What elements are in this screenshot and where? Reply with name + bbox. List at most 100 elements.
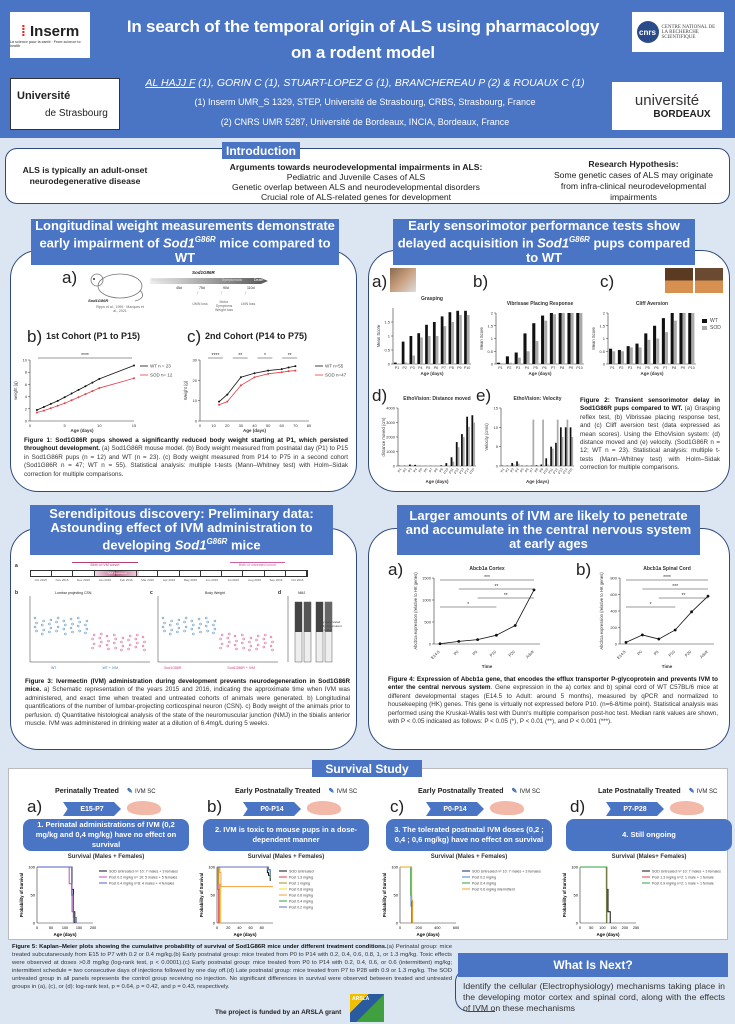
data-point xyxy=(143,648,146,652)
survival-result-box: 2. IVM is toxic to mouse pups in a dose-… xyxy=(203,819,369,851)
bar xyxy=(545,458,548,466)
data-point xyxy=(256,643,260,647)
data-point xyxy=(35,411,38,414)
poster-header: ⁞ Inserm La science pour la santé · From… xyxy=(0,0,735,138)
data-point xyxy=(128,634,132,638)
data-point xyxy=(62,619,66,623)
distance-moved-chart: 0 1000 2000 3000 4000 distance moved (cm) Age … xyxy=(381,396,476,484)
bar xyxy=(461,434,463,466)
bar xyxy=(653,325,657,364)
bar xyxy=(448,312,452,364)
group-label: WT xyxy=(51,666,57,670)
significance-stars: **** xyxy=(663,575,671,581)
ivm-treatment-window: IVM treatment xyxy=(95,571,139,576)
x-tick-label: P8 xyxy=(560,366,564,370)
other-authors: (1), GORIN C (1), STUART-LOPEZ G (1), BR… xyxy=(195,77,585,89)
x-tick-label: 20 xyxy=(225,423,230,428)
x-tick-label: P2 xyxy=(402,366,406,370)
x-tick-label: 150 xyxy=(610,926,616,930)
data-point xyxy=(85,627,89,631)
series-line xyxy=(218,365,296,402)
y-tick-label: 800 xyxy=(610,576,617,581)
gene-name: Sod1 xyxy=(537,235,569,251)
month-cell xyxy=(222,571,244,576)
y-tick-label: 6 xyxy=(25,382,28,387)
strasbourg-logo: Université de Strasbourg xyxy=(10,78,120,130)
data-point xyxy=(42,405,45,408)
x-tick-label: P0 xyxy=(636,649,644,657)
data-point xyxy=(287,370,290,373)
title-line-2: on a rodent model xyxy=(291,43,435,62)
survival-panel-label: a) xyxy=(27,797,43,816)
y-tick-label: 1000 xyxy=(422,598,432,603)
data-point xyxy=(240,633,244,637)
data-point xyxy=(219,637,222,641)
x-tick-label: P10 xyxy=(576,366,582,370)
chart-title: Cliff Aversion xyxy=(636,301,668,307)
legend-label: WT n=55 xyxy=(325,364,344,369)
month-label: Oct 2015 xyxy=(34,578,47,582)
legend-label: Post 0.6 mg/kg intermittent xyxy=(472,888,515,892)
bar xyxy=(462,437,465,466)
figure-2-caption: Figure 2: Transient sensorimotor delay i… xyxy=(580,397,720,473)
survival-curve xyxy=(400,866,414,923)
birth-ivm-label: Birth of IVM cohort xyxy=(72,562,138,567)
treatment-label: Early Postnatally Treated ✎ IVM SC xyxy=(418,786,540,795)
data-point xyxy=(287,366,290,369)
x-tick-label: P3 xyxy=(407,467,413,473)
x-axis-label: Age (days) xyxy=(70,428,94,433)
bar xyxy=(451,322,454,364)
x-tick-label: 30 xyxy=(239,423,244,428)
data-point xyxy=(56,404,59,407)
bar xyxy=(535,341,539,364)
x-tick-label: P2 xyxy=(402,467,408,473)
x-axis-label: Age (days) xyxy=(526,479,550,484)
data-point xyxy=(134,645,138,649)
inserm-tagline: La science pour la santé · From science … xyxy=(10,39,81,48)
treatment-label: Perinatally Treated ✎ IVM SC xyxy=(55,786,156,795)
data-point xyxy=(33,616,37,620)
caption-text: a) Schematic representation of the years… xyxy=(25,686,350,728)
data-point xyxy=(71,622,74,626)
data-point xyxy=(91,390,94,393)
y-tick-label: 0 xyxy=(393,464,396,469)
series-line xyxy=(625,595,709,643)
x-tick-label: 60 xyxy=(248,926,252,930)
x-tick-label: P13 xyxy=(458,467,465,474)
y-tick-label: 0 xyxy=(25,419,28,424)
y-axis-label: weight (g) xyxy=(13,381,18,400)
data-point xyxy=(212,623,215,627)
data-point xyxy=(176,622,179,626)
bar xyxy=(513,464,515,466)
data-point xyxy=(239,384,242,387)
data-point xyxy=(33,625,37,629)
y-tick-label: 0 xyxy=(396,921,399,926)
panel-label-b: b) xyxy=(473,272,489,291)
intro-argument-item: Genetic overlap between ALS and neurodev… xyxy=(232,182,480,192)
x-tick-label: P14 xyxy=(464,467,471,474)
month-label: Sep 2016 xyxy=(269,578,283,582)
data-point xyxy=(84,385,87,388)
x-tick-label: P12 xyxy=(552,467,559,474)
abcb1a-section-title: Larger amounts of IVM are likely to pene… xyxy=(397,505,700,555)
month-cell xyxy=(201,571,223,576)
panel-label-a: a) xyxy=(62,268,78,287)
data-point xyxy=(255,638,258,642)
y-tick-label: 1.5 xyxy=(487,323,493,328)
panel-label-c: c) xyxy=(600,272,615,291)
bar xyxy=(435,336,439,364)
data-point xyxy=(40,632,44,636)
chart-title: Abcb1a Cortex xyxy=(469,566,505,572)
treatment-window-arrow: P0-P14 xyxy=(243,802,301,816)
legend-label: Post 0.2 mg/kg xyxy=(472,876,496,880)
month-cell xyxy=(180,571,201,576)
cliff-photo-2 xyxy=(695,268,723,293)
x-tick-label: P2 xyxy=(505,467,511,473)
data-point xyxy=(163,629,166,633)
bar xyxy=(393,362,397,364)
data-point xyxy=(78,620,81,624)
data-point xyxy=(114,646,117,650)
x-axis-label: Age (days) xyxy=(596,932,620,937)
month-label: May 2016 xyxy=(183,578,198,582)
bar xyxy=(414,464,417,466)
